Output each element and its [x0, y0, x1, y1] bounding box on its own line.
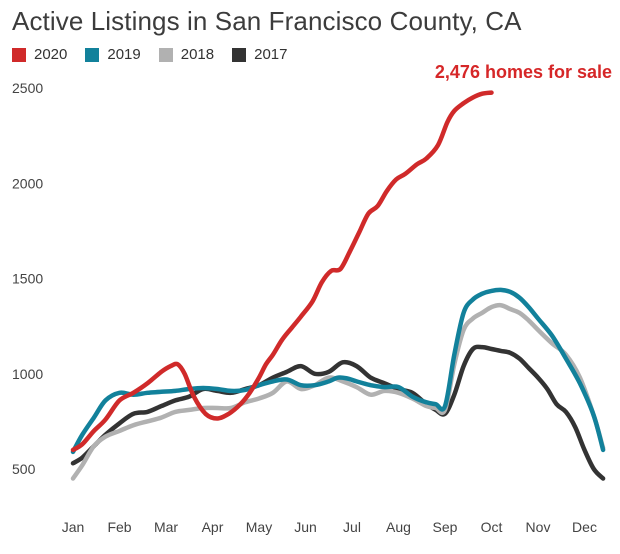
legend-label: 2019	[107, 46, 141, 63]
series-line-2020[interactable]	[70, 90, 494, 453]
legend-item-2019[interactable]: 2019	[85, 46, 141, 63]
y-tick-label: 2500	[12, 80, 43, 96]
y-tick-label: 1000	[12, 366, 43, 382]
x-tick-label: May	[246, 519, 272, 535]
legend-swatch	[85, 47, 100, 62]
legend-item-2018[interactable]: 2018	[158, 46, 215, 63]
x-tick-label: Nov	[526, 519, 551, 535]
legend-item-2017[interactable]: 2017	[232, 46, 288, 63]
y-tick-label: 500	[12, 461, 36, 477]
x-tick-label: Mar	[154, 519, 178, 535]
x-tick-label: Aug	[386, 519, 411, 535]
x-tick-label: Apr	[202, 519, 224, 535]
legend-item-2020[interactable]: 2020	[12, 46, 67, 63]
chart-title: Active Listings in San Francisco County,…	[12, 6, 522, 36]
legend-label: 2020	[34, 46, 68, 63]
legend-swatch	[12, 47, 26, 62]
legend-label: 2018	[180, 46, 215, 63]
series-line-2018[interactable]	[70, 302, 606, 481]
x-tick-label: Jul	[343, 519, 361, 535]
x-tick-label: Jan	[62, 519, 85, 535]
legend: 2020 2019 2018 2017	[12, 46, 288, 63]
x-tick-label: Oct	[481, 519, 503, 535]
x-tick-label: Feb	[107, 519, 131, 535]
x-tick-label: Jun	[294, 519, 317, 535]
legend-swatch	[232, 47, 247, 62]
series-line-2019[interactable]	[70, 287, 606, 455]
legend-label: 2017	[254, 46, 288, 63]
x-tick-label: Dec	[572, 519, 597, 535]
x-tick-label: Sep	[433, 519, 458, 535]
y-tick-label: 1500	[12, 271, 43, 287]
y-tick-label: 2000	[12, 175, 43, 191]
legend-swatch	[158, 47, 173, 62]
annotation-label: 2,476 homes for sale	[435, 62, 612, 82]
series-line-2017[interactable]	[70, 344, 606, 481]
